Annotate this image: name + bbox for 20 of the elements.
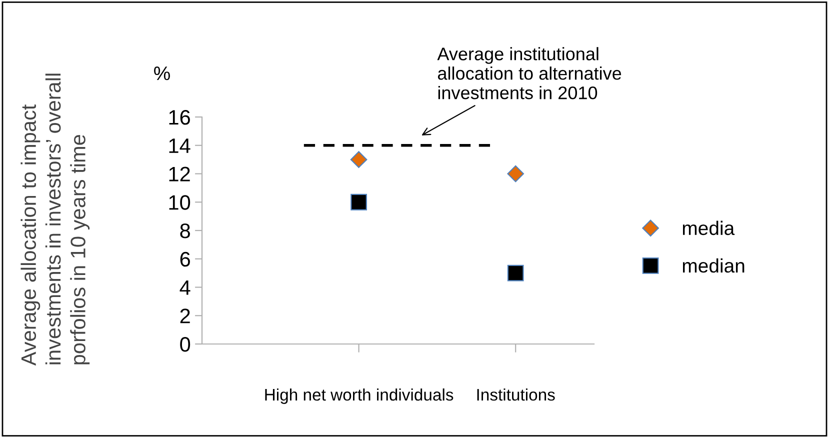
point <box>350 151 368 168</box>
point <box>507 264 524 282</box>
point <box>507 165 524 182</box>
legend-label: media <box>682 220 735 236</box>
x-tick-label: Institutions <box>477 388 555 401</box>
y-tick-label: 2 <box>180 308 190 324</box>
point <box>350 194 367 210</box>
x-tick-label: High net worth individuals <box>265 388 454 404</box>
y-tick-label: 12 <box>169 166 190 182</box>
legend-label: median <box>682 258 744 273</box>
y-tick-label: 14 <box>169 138 190 153</box>
y-tick-label: 6 <box>180 252 190 267</box>
y-tick-label: 0 <box>180 337 190 352</box>
y-tick-label: 10 <box>169 195 190 210</box>
y-tick-label: 4 <box>180 280 190 295</box>
y-tick-label: 16 <box>169 110 190 125</box>
y-tick-label: 8 <box>180 224 190 238</box>
ref-line-label: Average institutional allocation to alternative investments in 2010 <box>437 47 622 100</box>
text: % <box>154 66 170 80</box>
y-axis-title: Average allocation to impact investments in investors’ overall porfolios in 10 years time <box>20 74 90 366</box>
